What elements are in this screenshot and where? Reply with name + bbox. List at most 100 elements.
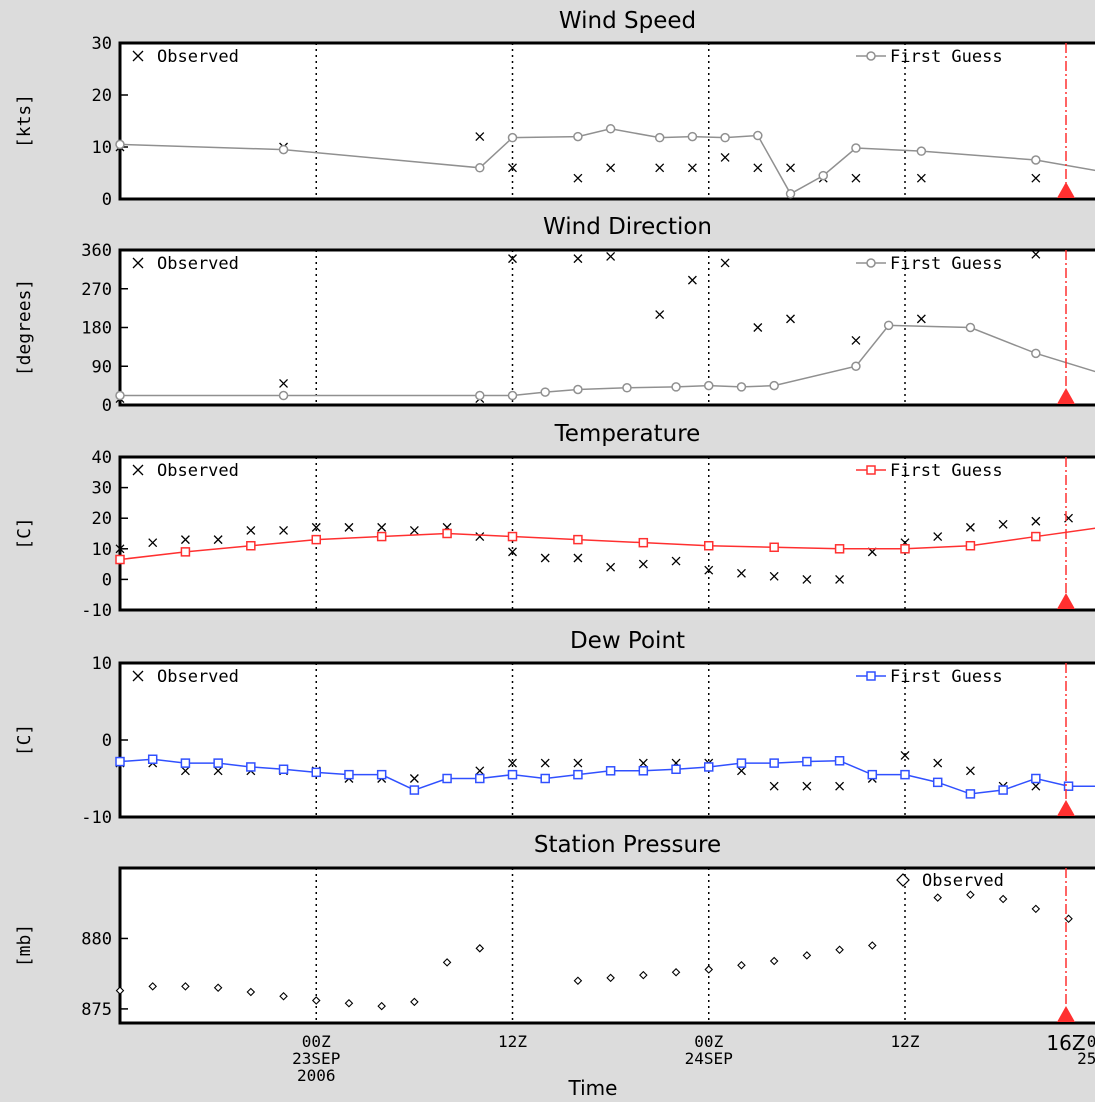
point-observed xyxy=(737,960,746,970)
point-observed xyxy=(900,750,910,760)
point-first-guess xyxy=(115,554,125,565)
point-observed xyxy=(736,766,746,776)
point-first-guess xyxy=(115,756,125,767)
point-first-guess xyxy=(573,534,583,545)
legend-observed-icon xyxy=(132,670,144,682)
y-tick-label: 10 xyxy=(92,138,112,158)
point-observed xyxy=(181,982,190,991)
point-first-guess xyxy=(475,163,485,173)
point-observed xyxy=(704,565,714,575)
y-tick-label: 20 xyxy=(92,86,112,106)
point-observed xyxy=(966,890,975,900)
point-observed xyxy=(1031,249,1041,259)
point-first-guess xyxy=(573,384,583,395)
point-observed xyxy=(736,568,746,578)
point-observed xyxy=(246,525,256,535)
point-first-guess xyxy=(769,542,779,553)
y-tick-label: -10 xyxy=(81,808,112,828)
point-observed xyxy=(1031,516,1041,526)
point-observed xyxy=(442,958,452,967)
point-observed xyxy=(508,758,517,768)
legend-first-guess-icon xyxy=(866,258,876,268)
point-first-guess xyxy=(311,767,321,778)
point-first-guess xyxy=(704,540,714,551)
point-first-guess xyxy=(883,320,894,331)
plot-area xyxy=(118,455,1095,612)
y-axis-label: [mb] xyxy=(14,924,35,967)
point-first-guess xyxy=(1031,155,1041,165)
point-first-guess xyxy=(916,146,927,156)
point-first-guess xyxy=(278,144,289,155)
point-first-guess xyxy=(246,540,256,551)
point-observed xyxy=(851,335,861,345)
legend-observed-label: Observed xyxy=(157,667,239,687)
x-tick-label: 12Z xyxy=(891,1032,920,1051)
point-observed xyxy=(573,976,583,986)
point-first-guess xyxy=(115,139,125,150)
point-observed xyxy=(475,766,485,776)
point-observed xyxy=(720,258,730,268)
legend-observed-label: Observed xyxy=(922,871,1004,891)
point-observed xyxy=(606,163,616,173)
point-observed xyxy=(835,945,844,955)
point-observed xyxy=(475,132,485,142)
point-observed xyxy=(180,766,190,776)
point-observed xyxy=(279,991,288,1001)
point-first-guess xyxy=(785,189,796,199)
panel-title: Station Pressure xyxy=(534,832,721,858)
point-first-guess xyxy=(818,170,828,181)
legend-observed-icon xyxy=(132,50,144,62)
point-observed xyxy=(933,532,943,542)
y-tick-label: 360 xyxy=(81,241,112,261)
current-time-marker xyxy=(1057,593,1075,609)
point-observed xyxy=(148,982,157,991)
point-first-guess xyxy=(736,758,747,768)
plot-area xyxy=(118,41,1095,201)
legend-first-guess-label: First Guess xyxy=(890,254,1003,274)
point-observed xyxy=(377,522,387,532)
legend-first-guess-icon xyxy=(866,465,876,475)
point-first-guess xyxy=(344,769,354,780)
y-axis-label: [C] xyxy=(14,724,35,757)
point-first-guess xyxy=(1031,348,1041,359)
y-axis-label: [degrees] xyxy=(14,279,35,377)
legend-observed-icon xyxy=(132,464,144,476)
point-first-guess xyxy=(376,769,387,780)
point-observed xyxy=(868,941,877,950)
point-observed xyxy=(1031,904,1041,914)
point-first-guess xyxy=(638,537,649,548)
point-observed xyxy=(279,379,289,388)
point-first-guess xyxy=(246,762,256,772)
point-first-guess xyxy=(475,773,485,784)
point-observed xyxy=(148,538,158,548)
point-observed xyxy=(311,522,321,532)
point-first-guess xyxy=(965,322,976,333)
point-first-guess xyxy=(671,382,681,392)
point-observed xyxy=(933,893,942,902)
point-first-guess xyxy=(409,785,420,795)
point-observed xyxy=(606,973,615,983)
point-observed xyxy=(720,152,730,162)
point-observed xyxy=(769,571,779,581)
point-observed xyxy=(508,254,517,264)
point-first-guess xyxy=(442,773,452,784)
point-first-guess xyxy=(965,789,976,799)
point-first-guess xyxy=(507,390,518,401)
point-observed xyxy=(802,781,812,791)
point-first-guess xyxy=(147,754,158,764)
point-observed xyxy=(965,766,975,776)
point-observed xyxy=(916,173,926,183)
y-tick-label: 0 xyxy=(102,190,112,210)
point-first-guess xyxy=(311,534,321,545)
point-first-guess xyxy=(900,544,910,554)
point-observed xyxy=(344,522,354,532)
y-tick-label: 10 xyxy=(92,540,112,560)
point-first-guess xyxy=(507,132,518,143)
x-tick-date: 25SEP xyxy=(1077,1049,1095,1068)
point-observed xyxy=(671,556,681,566)
current-time-label: 16Z xyxy=(1046,1031,1085,1055)
panel-title: Temperature xyxy=(554,421,701,447)
point-first-guess xyxy=(180,547,191,557)
y-tick-label: 0 xyxy=(102,396,112,416)
